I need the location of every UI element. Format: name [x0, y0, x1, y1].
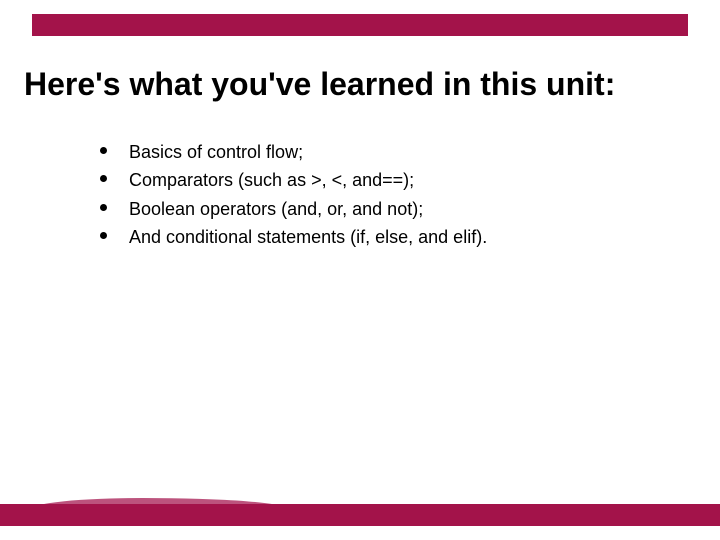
list-item: Basics of control flow; [100, 140, 680, 164]
bottom-decoration [0, 496, 720, 526]
top-accent-bar [32, 14, 688, 36]
list-item: And conditional statements (if, else, an… [100, 225, 680, 249]
bullet-icon [100, 232, 107, 239]
bullet-text: And conditional statements (if, else, an… [129, 225, 487, 249]
bullet-list: Basics of control flow; Comparators (suc… [100, 140, 680, 253]
bullet-text: Basics of control flow; [129, 140, 303, 164]
bullet-icon [100, 175, 107, 182]
bullet-icon [100, 147, 107, 154]
slide-heading: Here's what you've learned in this unit: [24, 66, 696, 103]
bullet-text: Comparators (such as >, <, and==); [129, 168, 414, 192]
bullet-icon [100, 204, 107, 211]
bullet-text: Boolean operators (and, or, and not); [129, 197, 423, 221]
bottom-accent-bar [0, 504, 720, 526]
list-item: Boolean operators (and, or, and not); [100, 197, 680, 221]
list-item: Comparators (such as >, <, and==); [100, 168, 680, 192]
